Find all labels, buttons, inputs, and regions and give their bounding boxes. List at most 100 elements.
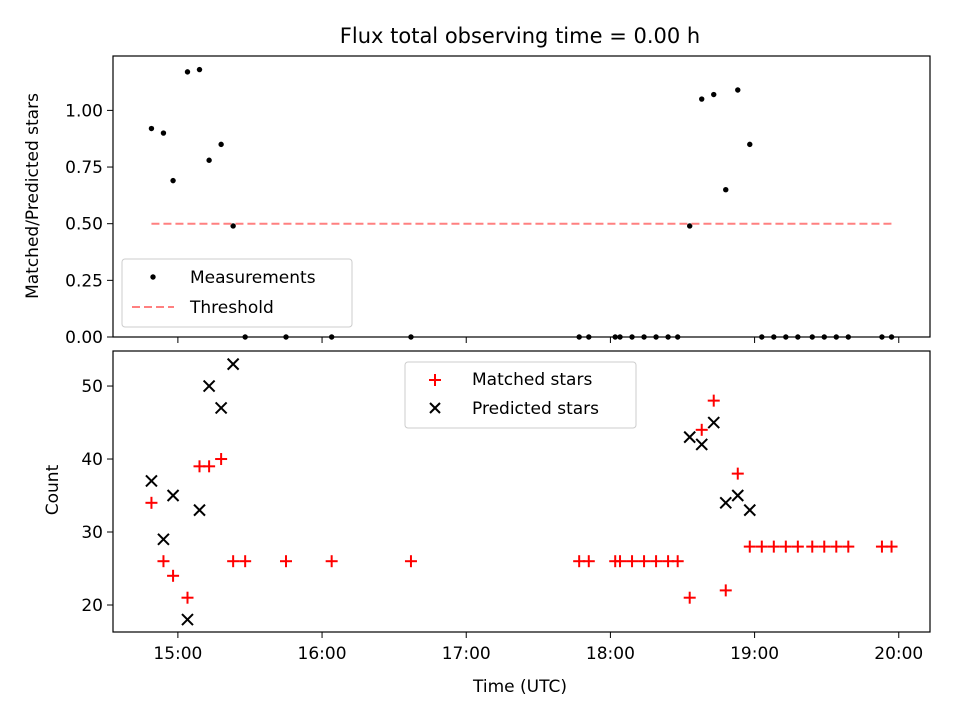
predicted-star-point: [226, 357, 240, 371]
matched-star-point: [818, 540, 831, 553]
y-tick-label: 0.50: [65, 215, 103, 235]
matched-star-point: [731, 467, 744, 480]
measurement-point: [747, 141, 753, 148]
matched-star-point: [806, 540, 819, 553]
matched-star-point: [830, 540, 843, 553]
matched-star-point: [638, 555, 651, 568]
matched-star-point: [707, 394, 720, 407]
count-axes-frame: [112, 350, 931, 633]
measurement-point: [723, 187, 729, 193]
measurement-point: [711, 91, 717, 98]
predicted-star-point: [145, 474, 158, 488]
matched-star-point: [280, 555, 293, 568]
matched-star-point: [767, 540, 780, 553]
predicted-star-point: [719, 496, 732, 510]
legend-matched-marker: [429, 374, 441, 386]
matched-star-point: [885, 540, 898, 553]
legend-matched-label: Matched stars: [472, 370, 592, 390]
matched-star-point: [325, 555, 338, 568]
count-plot-area: [145, 357, 898, 626]
x-tick-label: 19:00: [730, 644, 779, 664]
legend-threshold-label: Threshold: [189, 298, 274, 318]
predicted-star-point: [707, 416, 720, 429]
count-panel: Count Time (UTC) 15:00 16:00 17:00 18:00 19:…: [43, 350, 931, 697]
matched-star-point: [582, 555, 595, 568]
x-tick-label: 18:00: [586, 644, 635, 664]
x-tick-label: 17:00: [442, 644, 491, 664]
matched-star-point: [227, 555, 240, 568]
measurement-point: [206, 157, 212, 163]
ratio-axis-ticks: 0.00 0.25 0.50 0.75 1.00: [65, 101, 900, 348]
legend-measurements-label: Measurements: [190, 268, 316, 288]
count-legend-box: [404, 361, 637, 429]
measurement-point: [196, 66, 203, 73]
ratio-legend: Measurements Threshold: [121, 258, 353, 328]
matched-star-point: [743, 540, 756, 553]
y-tick-label: 0.75: [65, 158, 103, 178]
count-axis-ticks: 15:00 16:00 17:00 18:00 19:00 20:00 20 30 40 50: [81, 377, 923, 664]
x-tick-label: 15:00: [153, 644, 202, 664]
matched-star-point: [181, 591, 194, 604]
measurement-point: [230, 223, 236, 229]
measurement-point: [148, 125, 155, 132]
matched-star-point: [683, 591, 696, 604]
matched-star-point: [145, 496, 158, 509]
predicted-star-point: [166, 489, 180, 502]
y-tick-label: 40: [81, 450, 103, 470]
measurement-point: [699, 96, 705, 102]
matched-star-point: [842, 540, 855, 553]
legend-predicted-marker: [429, 402, 441, 414]
predicted-star-point: [683, 430, 696, 444]
measurement-point: [735, 87, 741, 93]
measurement-point: [687, 223, 693, 229]
count-legend: Matched stars Predicted stars: [404, 361, 637, 429]
matched-star-point: [671, 555, 684, 568]
legend-predicted-label: Predicted stars: [472, 399, 599, 419]
matched-star-point: [779, 540, 792, 553]
matched-star-point: [791, 540, 804, 553]
matched-star-point: [695, 423, 708, 436]
y-tick-label: 1.00: [65, 101, 103, 121]
measurement-point: [184, 69, 191, 75]
ratio-legend-box: [121, 258, 353, 328]
measurement-point: [218, 141, 224, 148]
predicted-star-point: [695, 438, 708, 451]
matched-star-point: [755, 540, 768, 553]
matched-star-point: [203, 460, 216, 473]
y-axis-label-count: Count: [43, 464, 63, 515]
y-tick-label: 50: [81, 377, 103, 397]
matched-star-point: [614, 555, 627, 568]
ratio-axes-frame: [112, 55, 931, 338]
predicted-star-point: [743, 503, 756, 517]
measurement-point: [170, 177, 176, 184]
ratio-panel: Flux total observing time = 0.00 h Match…: [23, 24, 931, 348]
matched-star-point: [650, 555, 663, 568]
predicted-star-point: [214, 401, 228, 415]
ratio-plot-area: [148, 66, 895, 340]
matched-star-point: [404, 555, 417, 568]
y-tick-label: 0.25: [65, 271, 103, 291]
predicted-star-point: [193, 503, 206, 517]
predicted-star-point: [202, 379, 216, 393]
y-tick-label: 30: [81, 523, 103, 543]
chart-title: Flux total observing time = 0.00 h: [340, 24, 700, 48]
x-tick-label: 16:00: [298, 644, 347, 664]
matched-star-point: [239, 555, 252, 568]
y-tick-label: 0.00: [65, 328, 103, 348]
y-tick-label: 20: [81, 596, 103, 616]
matched-star-point: [626, 555, 639, 568]
y-axis-label-ratio: Matched/Predicted stars: [23, 93, 43, 299]
matched-star-point: [157, 555, 170, 568]
matched-star-point: [215, 453, 228, 466]
matched-star-point: [719, 584, 732, 597]
matched-star-point: [167, 569, 180, 582]
predicted-star-point: [157, 533, 170, 546]
predicted-star-point: [181, 613, 194, 626]
measurement-point: [160, 130, 167, 136]
x-tick-label: 20:00: [874, 644, 923, 664]
x-axis-label: Time (UTC): [472, 677, 567, 697]
predicted-star-point: [731, 489, 744, 502]
legend-measurements-marker: [150, 274, 156, 280]
